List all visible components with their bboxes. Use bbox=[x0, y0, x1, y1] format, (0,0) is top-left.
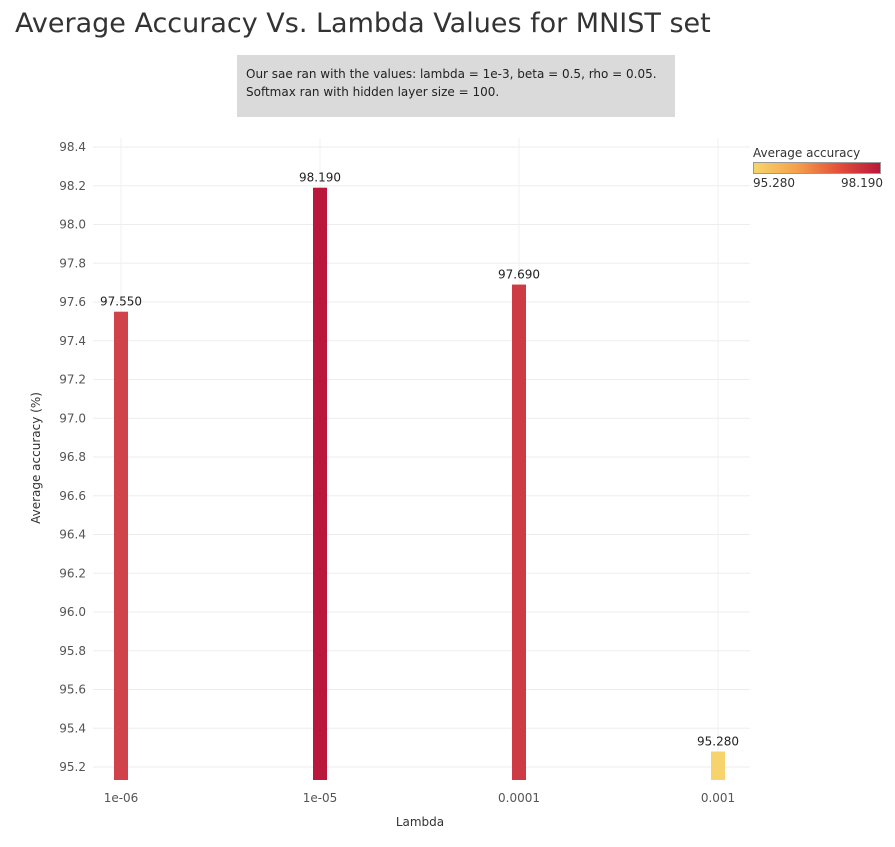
gridlines bbox=[93, 138, 750, 780]
note-line-2: Softmax ran with hidden layer size = 100… bbox=[246, 85, 500, 99]
y-tick-label: 97.6 bbox=[59, 295, 86, 309]
note-line-1: Our sae ran with the values: lambda = 1e… bbox=[246, 67, 657, 81]
y-tick-label: 96.0 bbox=[59, 605, 86, 619]
y-tick-label: 97.8 bbox=[59, 256, 86, 270]
x-tick-label: 1e-05 bbox=[303, 791, 338, 805]
y-tick-label: 97.4 bbox=[59, 334, 86, 348]
y-tick-label: 97.0 bbox=[59, 411, 86, 425]
bar bbox=[114, 311, 128, 780]
bar-value-label: 95.280 bbox=[697, 735, 739, 749]
y-tick-label: 95.4 bbox=[59, 721, 86, 735]
color-legend: Average accuracy 95.280 98.190 bbox=[753, 146, 888, 190]
y-tick-label: 97.2 bbox=[59, 373, 86, 387]
legend-color-ramp bbox=[753, 162, 881, 174]
x-axis-title: Lambda bbox=[396, 815, 444, 829]
y-tick-label: 96.2 bbox=[59, 566, 86, 580]
page-title: Average Accuracy Vs. Lambda Values for M… bbox=[15, 8, 711, 39]
y-tick-label: 96.8 bbox=[59, 450, 86, 464]
bar-value-label: 98.190 bbox=[299, 171, 341, 185]
bar bbox=[512, 284, 526, 780]
y-tick-label: 98.4 bbox=[59, 140, 86, 154]
x-tick-label: 0.001 bbox=[701, 791, 735, 805]
legend-range-labels: 95.280 98.190 bbox=[753, 176, 883, 190]
legend-max-label: 98.190 bbox=[841, 176, 883, 190]
y-tick-label: 95.8 bbox=[59, 644, 86, 658]
annotation-note: Our sae ran with the values: lambda = 1e… bbox=[237, 55, 675, 117]
x-tick-label: 1e-06 bbox=[104, 791, 139, 805]
bar bbox=[711, 751, 725, 780]
bars: 97.550 98.190 97.690 95.280 bbox=[100, 171, 739, 780]
y-tick-label: 96.4 bbox=[59, 528, 86, 542]
y-tick-label: 96.6 bbox=[59, 489, 86, 503]
y-tick-label: 98.0 bbox=[59, 218, 86, 232]
y-tick-label: 95.2 bbox=[59, 760, 86, 774]
bar bbox=[313, 187, 327, 780]
y-tick-label: 98.2 bbox=[59, 179, 86, 193]
legend-min-label: 95.280 bbox=[753, 176, 795, 190]
y-axis-title: Average accuracy (%) bbox=[29, 392, 43, 524]
x-axis-ticks: 1e-06 1e-05 0.0001 0.001 bbox=[104, 791, 735, 805]
legend-title: Average accuracy bbox=[753, 146, 861, 160]
bar-value-label: 97.550 bbox=[100, 295, 142, 309]
bar-value-label: 97.690 bbox=[498, 268, 540, 282]
y-axis-ticks: 95.2 95.4 95.6 95.8 96.0 96.2 96.4 96.6 96.8 97.0… bbox=[59, 140, 86, 774]
x-tick-label: 0.0001 bbox=[498, 791, 540, 805]
y-tick-label: 95.6 bbox=[59, 683, 86, 697]
